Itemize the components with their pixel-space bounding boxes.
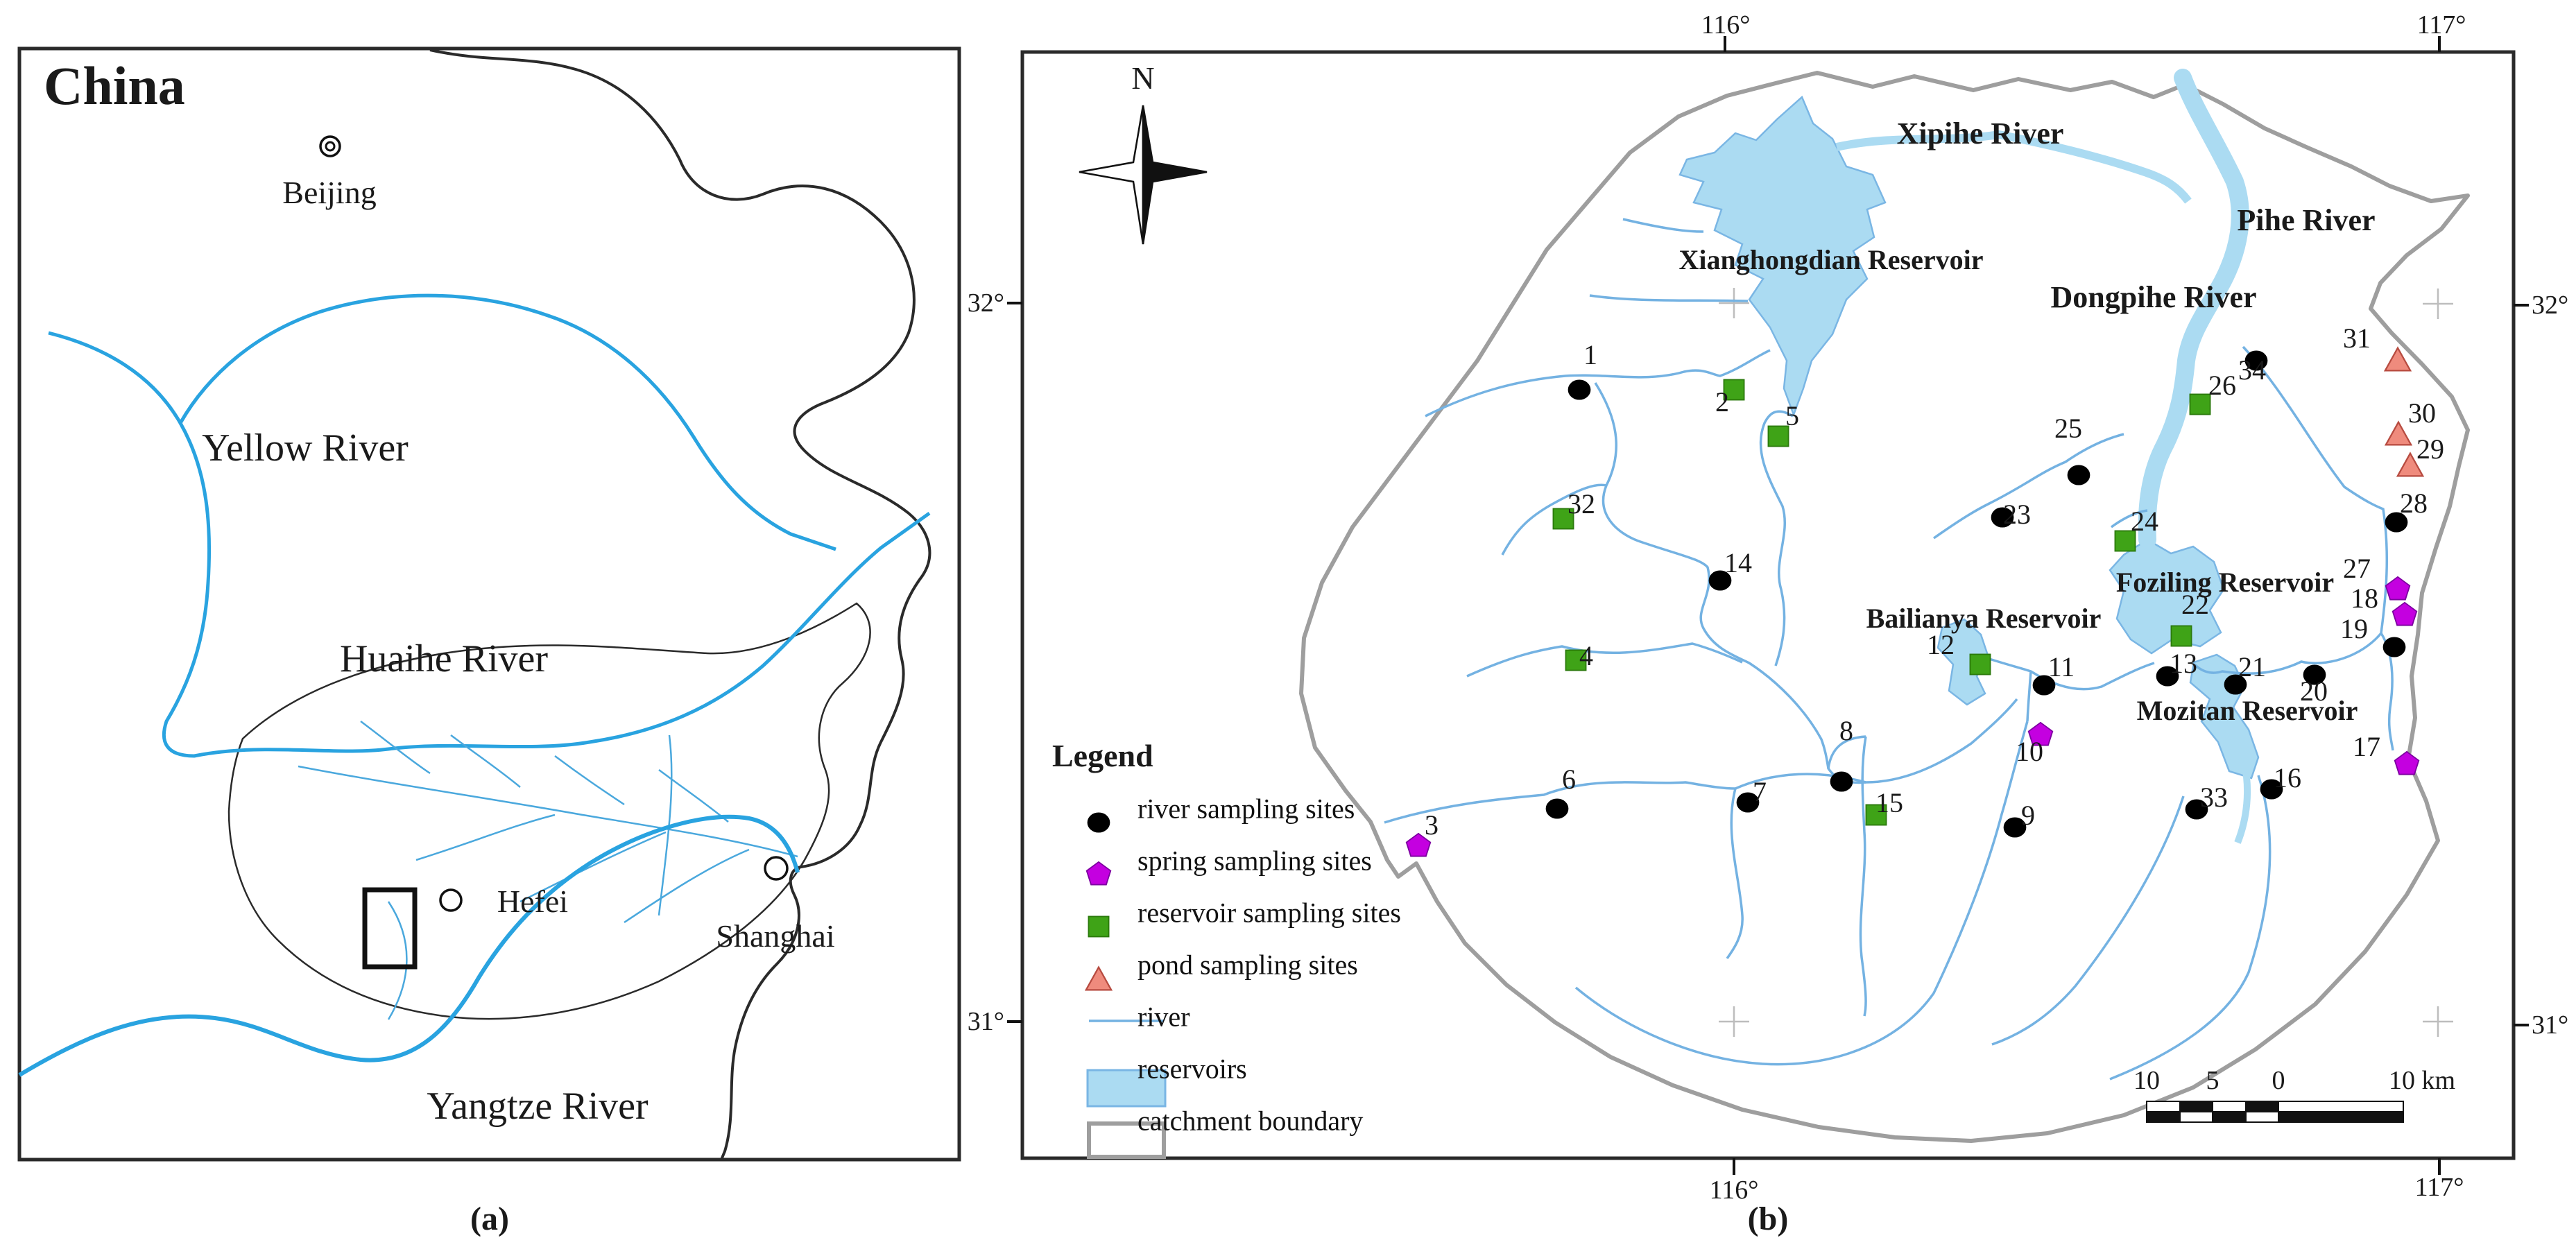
river-network [1384,218,2394,1081]
legend-item-label-river-line: river [1137,1001,1190,1033]
china-coastline [429,49,931,1160]
shanghai-label: Shanghai [716,918,835,954]
site-label-12: 12 [1927,629,1955,660]
legend-item-label-pond-site: pond sampling sites [1137,949,1358,981]
lat-32-left: 32° [967,289,1004,318]
north-arrow-label: N [1131,60,1155,96]
site-label-6: 6 [1562,764,1576,795]
site-label-34: 34 [2238,354,2266,386]
panel-a-caption: (a) [470,1201,509,1237]
beijing-label: Beijing [282,175,377,210]
scalebar-label-3: 10 km [2388,1066,2456,1095]
site-label-8: 8 [1839,715,1853,746]
panel-a-title: China [44,55,185,116]
lon-116-bottom: 116° [1709,1176,1759,1205]
study-area-box [362,887,418,970]
lon-117-top: 117° [2416,10,2466,40]
xipihe-river-label: Xipihe River [1896,117,2064,150]
site-label-23: 23 [2003,499,2031,530]
huaihe-river-network [298,721,798,1020]
site-label-26: 26 [2208,370,2236,401]
reservoir-water-bodies [1678,95,2260,780]
site-label-10: 10 [2016,736,2043,767]
site-label-25: 25 [2054,413,2082,444]
site-label-7: 7 [1753,776,1767,807]
site-label-27: 27 [2343,553,2371,584]
xianghongdian-reservoir-label: Xianghongdian Reservoir [1678,244,1984,275]
site-label-29: 29 [2416,433,2444,465]
site-label-13: 13 [2170,648,2197,679]
legend-item-label-reservoir-site: reservoir sampling sites [1137,897,1401,929]
site-label-31: 31 [2343,322,2371,354]
lat-31-right: 31° [2532,1010,2569,1040]
site-label-9: 9 [2021,800,2035,831]
lon-117-bottom: 117° [2414,1173,2464,1202]
catchment-boundary [1299,71,2470,1143]
yellow-river-label: Yellow River [202,427,409,470]
xipihe-channel [1835,130,2192,204]
bailianya-reservoir-shape [1937,618,1989,706]
graticule-crosses [1719,288,2453,1037]
site-label-11: 11 [2047,651,2075,682]
site-label-3: 3 [1425,809,1439,841]
bailianya-reservoir-label: Bailianya Reservoir [1866,603,2102,634]
site-label-17: 17 [2353,731,2380,762]
pihe-river-label: Pihe River [2237,203,2376,237]
mozitan-reservoir-label: Mozitan Reservoir [2136,695,2358,726]
scalebar-label-0: 10 [2133,1066,2160,1095]
lon-116-top: 116° [1701,10,1751,40]
hefei-marker [439,888,463,912]
xianghongdian-reservoir-shape [1678,95,1887,418]
site-label-2: 2 [1715,386,1729,418]
site-label-24: 24 [2131,506,2158,537]
mozitan-south-arm [2234,762,2251,844]
legend-item-label-catchment: catchment boundary [1137,1105,1364,1137]
site-label-16: 16 [2274,762,2301,793]
lat-31-left: 31° [967,1007,1004,1036]
site-label-33: 33 [2200,782,2228,813]
legend-item-label-reservoirs: reservoirs [1137,1053,1247,1085]
lat-32-right: 32° [2532,291,2569,320]
pihe-channel [2138,69,2249,549]
panel-a-border [17,46,961,1162]
site-label-15: 15 [1875,787,1903,818]
yellow-river-line [48,331,931,758]
scalebar-label-2: 0 [2272,1066,2285,1095]
legend-item-label-spring-site: spring sampling sites [1137,845,1372,877]
foziling-reservoir-label: Foziling Reservoir [2115,567,2335,598]
site-label-18: 18 [2351,583,2378,614]
site-label-4: 4 [1579,640,1593,671]
site-label-20: 20 [2300,676,2328,707]
site-label-21: 21 [2238,651,2266,682]
panel-b-caption: (b) [1747,1201,1789,1237]
yellow-river-loop [178,293,836,551]
site-label-5: 5 [1785,400,1799,431]
graticule-ticks [1007,36,2529,1175]
scale-bar [2146,1101,2404,1123]
site-label-28: 28 [2400,488,2428,519]
site-label-32: 32 [1568,488,1595,519]
site-label-19: 19 [2340,613,2368,644]
yangtze-river-label: Yangtze River [427,1085,649,1128]
huaihe-basin-outline [227,602,871,1020]
huaihe-river-label: Huaihe River [339,637,549,680]
north-arrow-icon [1079,105,1208,245]
legend-item-label-river-site: river sampling sites [1137,793,1355,825]
site-label-14: 14 [1724,547,1752,578]
yangtze-river-line [18,814,800,1077]
legend-title: Legend [1052,738,1153,773]
shanghai-marker [764,856,789,881]
beijing-marker [319,135,341,157]
dongpihe-river-label: Dongpihe River [2050,280,2257,314]
site-label-22: 22 [2181,589,2209,620]
scalebar-label-1: 5 [2206,1066,2219,1095]
site-label-30: 30 [2408,397,2436,429]
hefei-label: Hefei [497,884,569,919]
site-label-1: 1 [1583,339,1597,370]
